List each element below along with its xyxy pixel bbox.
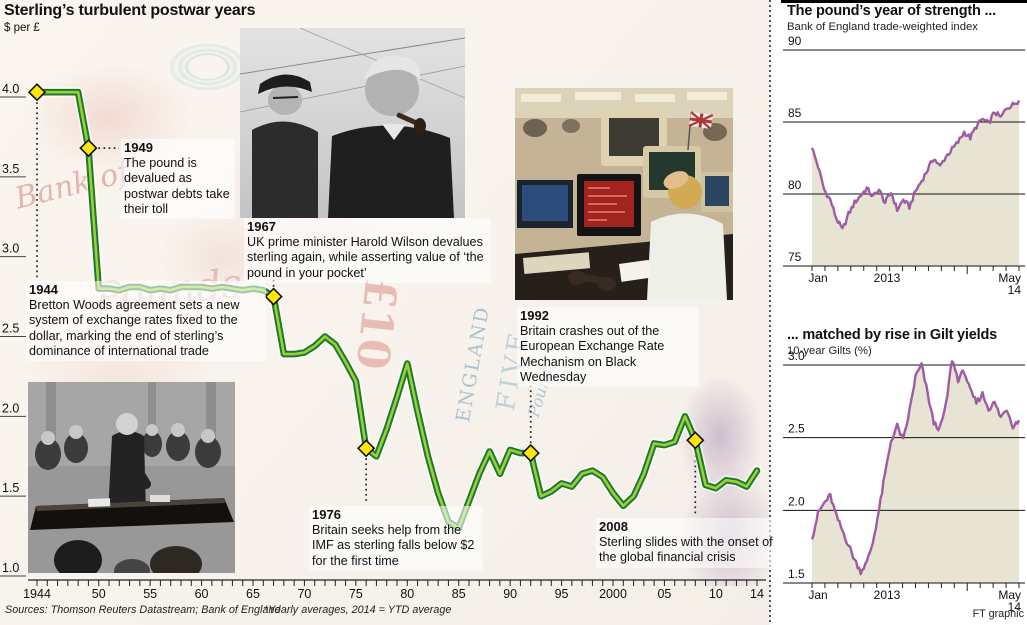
panel-divider-dotted bbox=[769, 0, 771, 625]
series-area bbox=[812, 100, 1019, 267]
x-axis-label: 95 bbox=[555, 587, 569, 601]
event-annotation-1967: 1967 UK prime minister Harold Wilson dev… bbox=[244, 218, 491, 283]
event-year: 2008 bbox=[599, 519, 628, 534]
page-title: Sterling’s turbulent postwar years bbox=[4, 2, 256, 19]
y-axis-unit-label: $ per £ bbox=[4, 22, 40, 34]
photo-harold-wilson bbox=[240, 28, 465, 218]
x-axis-label: 2000 bbox=[599, 587, 627, 601]
event-marker-1992 bbox=[521, 443, 540, 463]
pound-index-chart-subtitle: Bank of England trade-weighted index bbox=[787, 21, 978, 33]
event-year: 1976 bbox=[312, 507, 341, 522]
event-marker-2008 bbox=[686, 431, 705, 450]
gilt-yields-chart-subtitle: 10-year Gilts (%) bbox=[787, 345, 872, 357]
footnote: *Yearly averages, 2014 = YTD average bbox=[264, 604, 452, 616]
y-axis-label: 3.0 bbox=[2, 242, 19, 256]
x-axis-label: 2013 bbox=[874, 271, 901, 285]
x-axis-label: Jan bbox=[808, 588, 827, 602]
event-marker-1976 bbox=[357, 439, 376, 458]
x-axis-label: 2013 bbox=[874, 588, 901, 602]
photo-trading-floor bbox=[515, 88, 733, 300]
y-axis-label: 3.0 bbox=[788, 349, 805, 363]
y-axis-label: 75 bbox=[788, 250, 802, 264]
event-year: 1949 bbox=[124, 140, 153, 155]
event-marker-1949 bbox=[79, 138, 98, 158]
x-axis-label: 80 bbox=[400, 587, 414, 601]
x-axis-label: 70 bbox=[297, 587, 311, 601]
x-axis-label: 14 bbox=[1008, 600, 1022, 614]
x-axis-label: 10 bbox=[709, 587, 723, 601]
event-year: 1992 bbox=[520, 308, 549, 323]
event-annotation-1992: 1992 Britain crashes out of the European… bbox=[517, 307, 699, 388]
y-axis-label: 85 bbox=[788, 106, 802, 120]
x-axis-label: 75 bbox=[349, 587, 363, 601]
event-text: Britain seeks help from the IMF as sterl… bbox=[312, 523, 475, 568]
x-axis-label: 1944 bbox=[23, 587, 51, 601]
y-axis-label: 90 bbox=[788, 34, 802, 48]
ft-graphic-credit: FT graphic bbox=[972, 608, 1024, 620]
event-year: 1944 bbox=[29, 282, 58, 297]
pound-index-chart-title: The pound’s year of strength ... bbox=[787, 3, 996, 19]
x-axis-label: 14 bbox=[1008, 283, 1022, 297]
x-axis-label: 50 bbox=[92, 587, 106, 601]
y-axis-label: 2.0 bbox=[788, 494, 805, 508]
event-text: Britain crashes out of the European Exch… bbox=[520, 324, 665, 384]
event-annotation-1949: 1949 The pound is devalued as postwar de… bbox=[121, 139, 235, 220]
photo-bretton-woods-conference bbox=[28, 382, 235, 573]
y-axis-label: 4.0 bbox=[2, 82, 19, 96]
sources-note: Sources: Thomson Reuters Datastream; Ban… bbox=[5, 604, 281, 616]
x-axis-label: 05 bbox=[657, 587, 671, 601]
y-axis-label: 1.5 bbox=[788, 567, 805, 581]
series-line bbox=[810, 99, 1021, 230]
y-axis-label: 2.5 bbox=[2, 322, 19, 336]
series-area bbox=[812, 361, 1019, 583]
x-axis-label: 85 bbox=[452, 587, 466, 601]
y-axis-label: 3.5 bbox=[2, 162, 19, 176]
event-year: 1967 bbox=[247, 219, 276, 234]
event-annotation-2008: 2008 Sterling slides with the onset of t… bbox=[596, 518, 776, 568]
x-axis-label: May bbox=[998, 588, 1021, 602]
main-chart-panel: Bank of Pounds £10 ENGLAND FIVE Pounds S… bbox=[0, 0, 773, 625]
event-annotation-1944: 1944 Bretton Woods agreement sets a new … bbox=[26, 281, 266, 362]
event-marker-1967 bbox=[264, 287, 283, 306]
event-text: Sterling slides with the onset of the gl… bbox=[599, 535, 773, 565]
y-axis-label: 80 bbox=[788, 178, 802, 192]
right-panel-top-rule bbox=[781, 0, 1027, 3]
series-line bbox=[810, 360, 1021, 576]
event-text: UK prime minister Harold Wilson devalues… bbox=[247, 235, 484, 280]
event-text: Bretton Woods agreement sets a new syste… bbox=[29, 298, 240, 358]
event-annotation-1976: 1976 Britain seeks help from the IMF as … bbox=[309, 506, 483, 571]
y-axis-label: 2.5 bbox=[788, 422, 805, 436]
y-axis-label: 1.0 bbox=[2, 561, 19, 575]
x-axis-label: May bbox=[998, 271, 1021, 285]
x-axis-label: 14 bbox=[750, 587, 764, 601]
x-axis-label: 90 bbox=[503, 587, 517, 601]
x-axis-label: Jan bbox=[808, 271, 827, 285]
x-axis-label: 65 bbox=[246, 587, 260, 601]
y-axis-label: 1.5 bbox=[2, 481, 19, 495]
x-axis-label: 60 bbox=[195, 587, 209, 601]
event-text: The pound is devalued as postwar debts t… bbox=[124, 156, 230, 216]
event-marker-1944 bbox=[27, 83, 47, 102]
x-axis-label: 55 bbox=[143, 587, 157, 601]
y-axis-label: 2.0 bbox=[2, 401, 19, 415]
gilt-yields-chart-title: ... matched by rise in Gilt yields bbox=[787, 327, 997, 343]
